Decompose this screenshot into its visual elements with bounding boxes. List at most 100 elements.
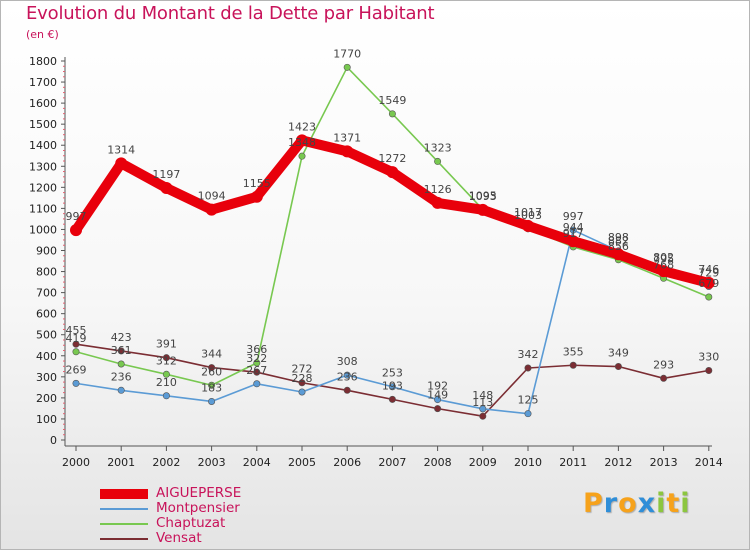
data-label: 272	[292, 363, 313, 376]
data-label: 729	[698, 267, 719, 280]
data-point	[524, 410, 532, 418]
y-tick-label: 1100	[29, 202, 57, 215]
data-point	[388, 110, 396, 118]
data-point	[434, 157, 442, 165]
x-tick-label: 2006	[333, 456, 361, 469]
data-point	[388, 395, 396, 403]
data-point	[341, 145, 354, 158]
data-point	[70, 224, 82, 237]
data-label: 1197	[152, 168, 180, 181]
data-label: 1126	[424, 183, 452, 196]
data-label: 1155	[243, 177, 271, 190]
data-label: 355	[563, 345, 584, 358]
x-tick-label: 2007	[378, 456, 406, 469]
data-label: 1017	[514, 206, 542, 219]
data-label: 679	[698, 277, 719, 290]
data-point	[253, 359, 261, 367]
data-point	[657, 265, 670, 278]
data-label: 1371	[333, 131, 361, 144]
y-tick-label: 1700	[29, 76, 57, 89]
proxiti-logo: Proxiti	[583, 488, 691, 519]
data-label: 997	[66, 210, 87, 223]
logo-letter: x	[637, 488, 657, 519]
data-label: 344	[201, 348, 222, 361]
y-tick-label: 1400	[29, 139, 57, 152]
legend-label: Montpensier	[156, 500, 240, 516]
x-tick-label: 2002	[152, 456, 180, 469]
data-label: 236	[337, 370, 358, 383]
data-point	[388, 383, 396, 391]
data-label: 125	[518, 394, 539, 407]
data-point	[208, 381, 216, 389]
x-tick-label: 2014	[695, 456, 723, 469]
data-point	[296, 134, 308, 147]
data-point	[569, 361, 577, 369]
chart-title: Evolution du Montant de la Dette par Hab…	[26, 3, 435, 24]
data-label: 366	[246, 343, 267, 356]
data-label: 293	[653, 358, 674, 371]
data-point	[208, 397, 216, 405]
data-label: 1323	[424, 141, 452, 154]
data-label: 267	[246, 364, 267, 377]
legend-swatch	[100, 522, 148, 525]
data-point	[522, 219, 534, 232]
y-tick-label: 1000	[29, 223, 57, 236]
data-point	[524, 364, 532, 372]
data-label: 1093	[469, 190, 497, 203]
data-label: 253	[382, 367, 403, 380]
data-label: 1095	[469, 189, 497, 202]
data-point	[476, 203, 489, 216]
data-label: 183	[201, 381, 222, 394]
data-label: 1770	[333, 47, 361, 60]
legend-item-montpensier: Montpensier	[100, 501, 320, 516]
x-tick-label: 2001	[107, 456, 135, 469]
y-tick-label: 100	[36, 413, 57, 426]
x-tick-label: 2012	[604, 456, 632, 469]
data-label: 1272	[378, 152, 406, 165]
legend-label: Vensat	[156, 530, 202, 546]
data-point	[72, 348, 80, 356]
data-label: 308	[337, 355, 358, 368]
data-label: 1314	[107, 143, 135, 156]
y-tick-label: 1200	[29, 181, 57, 194]
data-point	[479, 412, 487, 420]
y-tick-label: 1800	[29, 55, 57, 68]
data-point	[117, 347, 125, 355]
data-point	[160, 181, 173, 194]
data-point	[434, 405, 442, 413]
data-point	[115, 157, 128, 170]
data-label: 419	[66, 332, 87, 345]
data-point	[298, 388, 306, 396]
y-tick-label: 0	[50, 434, 57, 447]
data-point	[162, 370, 170, 378]
logo-letter: P	[583, 488, 604, 519]
y-tick-label: 600	[36, 308, 57, 321]
legend-swatch	[100, 488, 148, 499]
data-point	[612, 248, 625, 261]
data-label: 330	[698, 351, 719, 364]
data-point	[569, 226, 577, 234]
legend-item-vensat: Vensat	[100, 531, 320, 546]
data-point	[705, 293, 713, 301]
legend-swatch	[100, 507, 148, 510]
data-label: 768	[653, 258, 674, 271]
y-tick-label: 900	[36, 245, 57, 258]
y-tick-label: 1300	[29, 160, 57, 173]
logo-letter: t	[666, 488, 681, 519]
data-label: 802	[653, 251, 674, 264]
x-tick-label: 2009	[469, 456, 497, 469]
y-tick-label: 800	[36, 266, 57, 279]
data-label: 997	[563, 210, 584, 223]
legend-item-aigueperse: AIGUEPERSE	[100, 486, 320, 501]
x-tick-label: 2011	[559, 456, 587, 469]
data-point	[567, 235, 580, 248]
unit-label: (en €)	[26, 28, 59, 41]
data-label: 148	[472, 389, 493, 402]
data-point	[386, 166, 399, 179]
data-label: 944	[563, 221, 584, 234]
legend-item-chaptuzat: Chaptuzat	[100, 516, 320, 531]
data-point	[72, 340, 80, 348]
data-label: 423	[111, 331, 132, 344]
y-tick-label: 1500	[29, 118, 57, 131]
